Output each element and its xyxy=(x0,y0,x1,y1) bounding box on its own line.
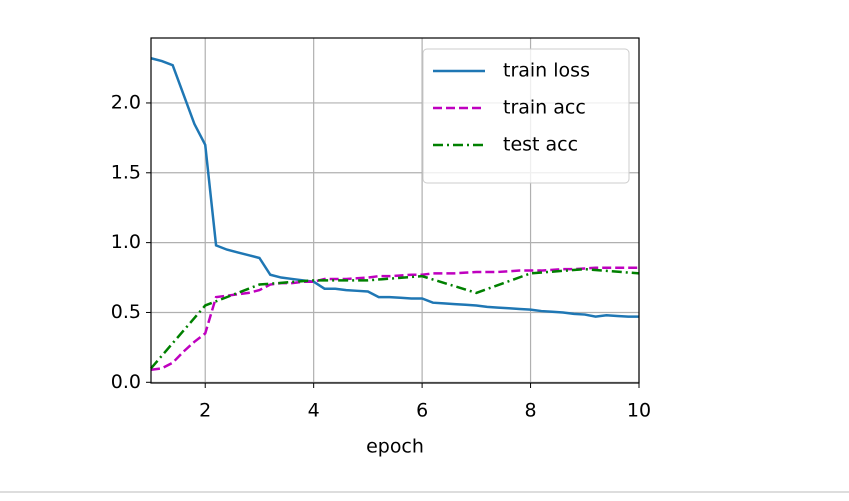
series-line xyxy=(150,267,640,370)
y-tick-label: 0.5 xyxy=(111,301,141,323)
legend-label: test acc xyxy=(503,134,578,156)
series-line xyxy=(150,57,639,318)
series-line xyxy=(150,266,639,371)
plot-frame xyxy=(150,37,640,384)
x-tick-label: 2 xyxy=(199,400,211,422)
y-tick-label: 2.0 xyxy=(111,91,141,113)
x-axis-label: epoch xyxy=(366,436,424,458)
legend-label: train acc xyxy=(503,97,586,119)
legend-box xyxy=(422,48,630,184)
x-tick-label: 10 xyxy=(627,400,651,422)
x-tick-label: 4 xyxy=(308,400,320,422)
x-tick-label: 6 xyxy=(416,400,428,422)
y-tick-label: 0.0 xyxy=(111,371,141,393)
x-tick-label: 8 xyxy=(525,400,537,422)
legend-label: train loss xyxy=(503,60,590,82)
y-tick-label: 1.5 xyxy=(111,161,141,183)
y-tick-label: 1.0 xyxy=(111,231,141,253)
